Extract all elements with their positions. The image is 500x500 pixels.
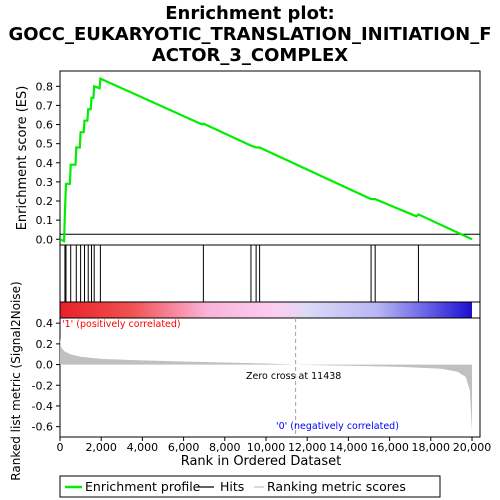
legend-label-hits: Hits: [220, 479, 244, 494]
metric-y-tick-label: -0.6: [32, 421, 53, 434]
title-line-1: Enrichment plot:: [165, 3, 335, 24]
metric-y-tick-label: 0.4: [36, 317, 54, 330]
rank-color-bar: [59, 301, 481, 319]
rank-color-bar-fill: [60, 302, 472, 318]
x-tick-label: 6,000: [168, 441, 200, 454]
es-y-tick-label: 0.7: [36, 99, 54, 112]
legend: Enrichment profile Hits Ranking metric s…: [59, 475, 441, 498]
metric-y-tick-label: 0.0: [36, 359, 54, 372]
zero-cross-label: Zero cross at 11438: [246, 371, 341, 382]
x-tick-label: 16,000: [370, 441, 409, 454]
legend-label-metric: Ranking metric scores: [267, 479, 406, 494]
metric-y-tick-label: 0.2: [36, 338, 54, 351]
title-line-3: ACTOR_3_COMPLEX: [152, 45, 348, 66]
metric-area: [60, 337, 472, 432]
x-tick-label: 18,000: [412, 441, 451, 454]
legend-label-enrichment: Enrichment profile: [85, 479, 201, 494]
es-y-tick-label: 0.6: [36, 119, 54, 132]
positive-correlation-label: '1' (positively correlated): [62, 319, 181, 330]
legend-frame: [59, 475, 441, 498]
es-y-ticks: 0.0 0.1 0.2 0.3 0.4 0.5 0.6 0.7 0.8: [36, 80, 60, 246]
x-tick-label: 2,000: [85, 441, 117, 454]
es-y-tick-label: 0.4: [36, 157, 54, 170]
es-panel-frame: [59, 70, 481, 246]
x-tick-label: 0: [57, 441, 64, 454]
metric-panel-frame: [59, 317, 481, 438]
x-ticks: 0 2,000 4,000 6,000 8,000 10,000 12,000 14,000 1…: [57, 437, 492, 454]
es-y-tick-label: 0.8: [36, 80, 54, 93]
metric-y-axis-label: Ranked list metric (Signal2Noise): [9, 281, 23, 480]
es-y-tick-label: 0.2: [36, 195, 54, 208]
hits-panel-frame: [59, 244, 481, 303]
metric-y-tick-label: -0.4: [32, 400, 53, 413]
title-line-2: GOCC_EUKARYOTIC_TRANSLATION_INITIATION_F: [8, 24, 491, 45]
x-tick-label: 10,000: [247, 441, 286, 454]
es-profile-line: [59, 76, 473, 243]
metric-y-ticks: -0.6 -0.4 -0.2 0.0 0.2 0.4: [32, 317, 60, 434]
hits-panel: [59, 244, 481, 303]
negative-correlation-label: '0' (negatively correlated): [276, 421, 399, 432]
x-tick-label: 8,000: [209, 441, 241, 454]
es-y-tick-label: 0.1: [36, 214, 54, 227]
es-y-tick-label: 0.5: [36, 138, 54, 151]
x-axis-label: Rank in Ordered Dataset: [181, 454, 342, 469]
x-tick-label: 12,000: [288, 441, 327, 454]
x-tick-label: 20,000: [453, 441, 492, 454]
es-y-tick-label: 0.0: [36, 233, 54, 246]
es-panel: 0.0 0.1 0.2 0.3 0.4 0.5 0.6 0.7 0.8 Enrichment s…: [15, 70, 481, 246]
es-y-tick-label: 0.3: [36, 176, 54, 189]
es-y-axis-label: Enrichment score (ES): [15, 86, 30, 231]
metric-panel: -0.6 -0.4 -0.2 0.0 0.2 0.4 '1' (positively co…: [9, 281, 481, 481]
x-tick-label: 4,000: [127, 441, 159, 454]
x-tick-label: 14,000: [329, 441, 368, 454]
metric-y-tick-label: -0.2: [32, 379, 53, 392]
hit-lines: [64, 245, 419, 302]
